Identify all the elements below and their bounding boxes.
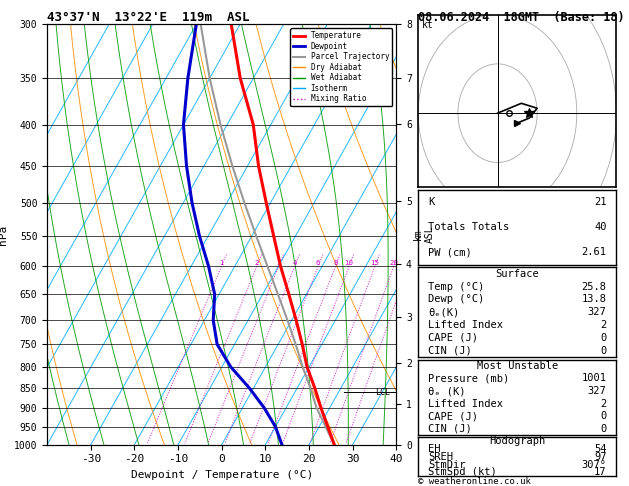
Text: 1001: 1001 bbox=[582, 373, 606, 383]
Text: 10: 10 bbox=[345, 260, 353, 266]
Text: 0: 0 bbox=[600, 346, 606, 356]
Text: CIN (J): CIN (J) bbox=[428, 424, 472, 434]
Text: StmDir: StmDir bbox=[428, 460, 465, 469]
Text: 1: 1 bbox=[219, 260, 224, 266]
Text: EH: EH bbox=[428, 444, 441, 454]
Text: 54: 54 bbox=[594, 444, 606, 454]
Text: CAPE (J): CAPE (J) bbox=[428, 333, 478, 343]
Text: 43°37'N  13°22'E  119m  ASL: 43°37'N 13°22'E 119m ASL bbox=[47, 11, 250, 24]
Text: 97: 97 bbox=[594, 452, 606, 462]
Text: 327: 327 bbox=[587, 307, 606, 317]
Legend: Temperature, Dewpoint, Parcel Trajectory, Dry Adiabat, Wet Adiabat, Isotherm, Mi: Temperature, Dewpoint, Parcel Trajectory… bbox=[290, 28, 392, 106]
Text: 6: 6 bbox=[316, 260, 320, 266]
Text: 2: 2 bbox=[600, 399, 606, 409]
X-axis label: Dewpoint / Temperature (°C): Dewpoint / Temperature (°C) bbox=[131, 470, 313, 480]
Y-axis label: km
ASL: km ASL bbox=[413, 226, 435, 243]
Text: StmSpd (kt): StmSpd (kt) bbox=[428, 468, 497, 477]
Text: 8: 8 bbox=[333, 260, 338, 266]
Text: LCL: LCL bbox=[375, 387, 390, 397]
Text: Temp (°C): Temp (°C) bbox=[428, 281, 484, 292]
Text: CAPE (J): CAPE (J) bbox=[428, 411, 478, 421]
Text: PW (cm): PW (cm) bbox=[428, 247, 472, 257]
Text: 13.8: 13.8 bbox=[582, 295, 606, 304]
Text: 25.8: 25.8 bbox=[582, 281, 606, 292]
Text: Lifted Index: Lifted Index bbox=[428, 399, 503, 409]
Text: 2.61: 2.61 bbox=[582, 247, 606, 257]
Text: 0: 0 bbox=[600, 333, 606, 343]
Text: © weatheronline.co.uk: © weatheronline.co.uk bbox=[418, 477, 531, 486]
Text: Most Unstable: Most Unstable bbox=[477, 361, 558, 371]
Text: 2: 2 bbox=[255, 260, 259, 266]
Text: 20: 20 bbox=[389, 260, 398, 266]
Y-axis label: hPa: hPa bbox=[0, 225, 8, 244]
Text: Totals Totals: Totals Totals bbox=[428, 222, 509, 232]
Text: 40: 40 bbox=[594, 222, 606, 232]
Text: Hodograph: Hodograph bbox=[489, 436, 545, 446]
Text: 21: 21 bbox=[594, 197, 606, 207]
Text: CIN (J): CIN (J) bbox=[428, 346, 472, 356]
Text: 327: 327 bbox=[587, 386, 606, 396]
Text: Lifted Index: Lifted Index bbox=[428, 320, 503, 330]
Text: Dewp (°C): Dewp (°C) bbox=[428, 295, 484, 304]
Text: 4: 4 bbox=[292, 260, 297, 266]
Text: SREH: SREH bbox=[428, 452, 453, 462]
Text: θₑ (K): θₑ (K) bbox=[428, 386, 465, 396]
Text: K: K bbox=[428, 197, 435, 207]
Text: kt: kt bbox=[422, 20, 434, 30]
Text: 15: 15 bbox=[370, 260, 379, 266]
Text: 2: 2 bbox=[600, 320, 606, 330]
Text: 3: 3 bbox=[276, 260, 281, 266]
Text: 307°: 307° bbox=[582, 460, 606, 469]
Text: Surface: Surface bbox=[496, 269, 539, 279]
Text: 08.06.2024  18GMT  (Base: 18): 08.06.2024 18GMT (Base: 18) bbox=[418, 11, 625, 24]
Text: 17: 17 bbox=[594, 468, 606, 477]
Text: 0: 0 bbox=[600, 411, 606, 421]
Text: θₑ(K): θₑ(K) bbox=[428, 307, 459, 317]
Text: Pressure (mb): Pressure (mb) bbox=[428, 373, 509, 383]
Text: 0: 0 bbox=[600, 424, 606, 434]
